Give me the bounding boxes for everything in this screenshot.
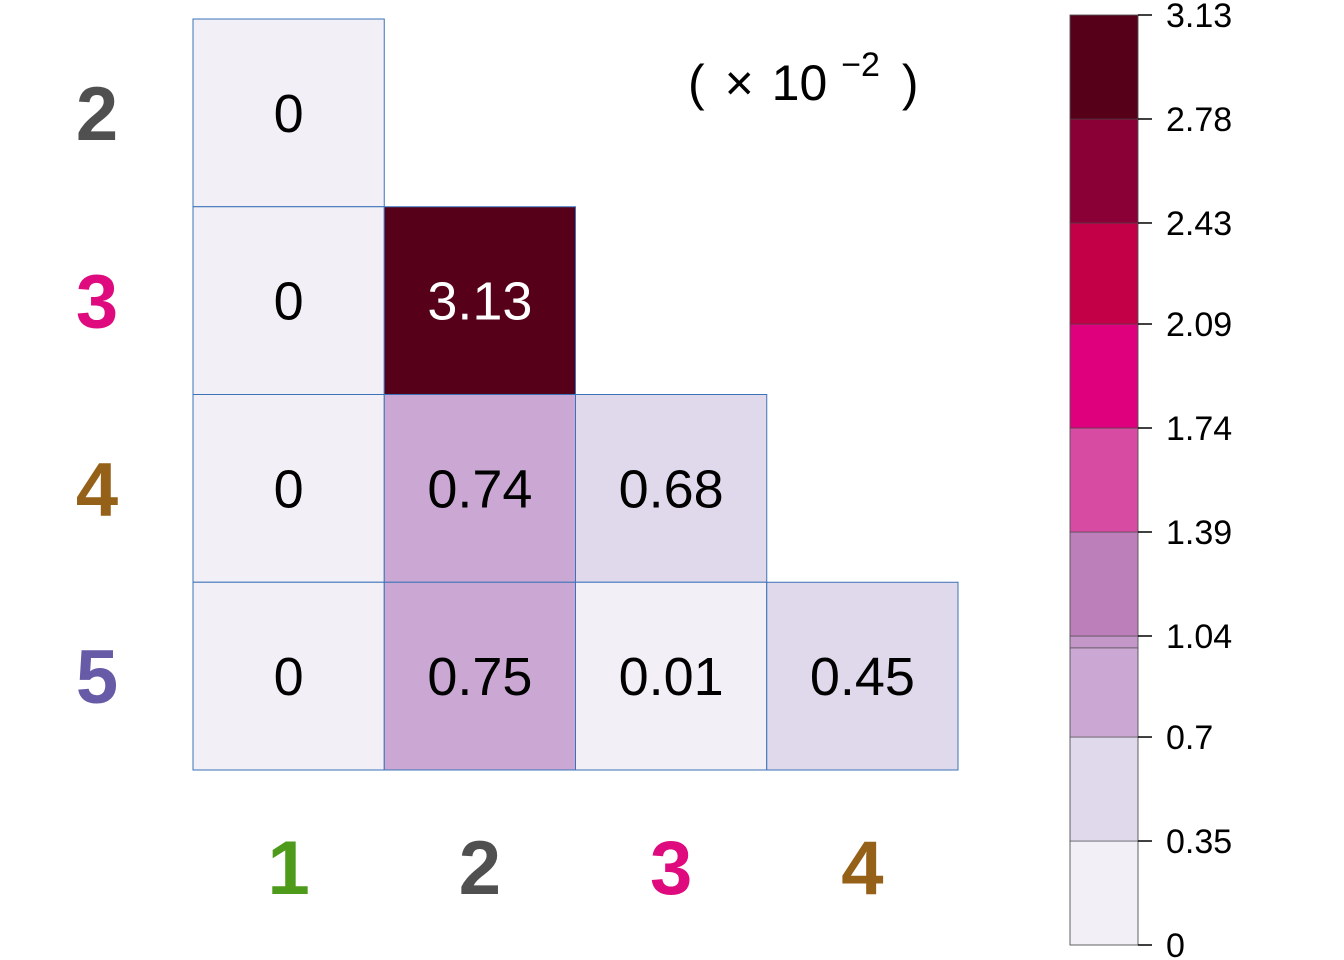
colorbar-tick-label: 2.78 <box>1166 101 1232 139</box>
scale-note-times: × <box>725 55 754 111</box>
colorbar-tick-label: 2.43 <box>1166 205 1232 243</box>
scale-note-exponent: −2 <box>841 46 880 84</box>
heatmap-cell-r2-c2 <box>575 394 768 583</box>
colorbar-tick-label: 0.7 <box>1166 719 1213 757</box>
colorbar: 0 0.35 0.7 1.04 1.39 1.74 2.09 2.43 2.78 3.13 <box>1069 0 1232 960</box>
colorbar-bin <box>1069 427 1139 533</box>
colorbar-tick-label: 0.35 <box>1166 823 1232 861</box>
heatmap-cells: 0 0 3.13 0 0.74 0.68 0 0.75 0.01 0.45 <box>192 18 959 771</box>
heatmap-cell-r3-c0 <box>192 581 385 771</box>
heatmap-cell-r3-c2 <box>575 581 768 771</box>
colorbar-bin <box>1069 323 1139 429</box>
colorbar-bin <box>1069 222 1139 325</box>
row-label-5: 5 <box>76 635 118 720</box>
colorbar-tick-label: 3.13 <box>1166 0 1232 35</box>
heatmap-cell-r1-c1 <box>383 206 576 395</box>
colorbar-bin <box>1069 531 1139 637</box>
colorbar-frame <box>1069 14 1139 946</box>
colorbar-bin <box>1069 635 1139 649</box>
cell-value-label: 0 <box>274 84 304 144</box>
heatmap-cell-r2-c1 <box>383 394 576 583</box>
column-label-1: 1 <box>267 826 309 911</box>
scale-note-close: ) <box>902 55 919 111</box>
colorbar-tick-label: 1.39 <box>1166 514 1232 552</box>
colorbar-bin <box>1069 840 1139 946</box>
heatmap-cell-r3-c3 <box>766 581 959 771</box>
heatmap-cell-r1-c0 <box>192 206 385 395</box>
column-label-4: 4 <box>841 826 883 911</box>
cell-value-label: 0 <box>274 647 304 707</box>
heatmap-cell-r2-c0 <box>192 394 385 583</box>
row-label-4: 4 <box>76 447 118 532</box>
colorbar-bin <box>1069 736 1139 842</box>
cell-value-label: 3.13 <box>427 272 532 332</box>
colorbar-tick-label: 1.04 <box>1166 618 1232 656</box>
scale-note: ( × 10 −2 ) <box>688 31 919 111</box>
cell-value-label: 0.75 <box>427 647 532 707</box>
row-label-2: 2 <box>76 72 118 157</box>
colorbar-bin <box>1069 647 1139 738</box>
row-labels: 2 3 4 5 <box>76 72 118 720</box>
scale-note-open: ( <box>688 55 705 111</box>
cell-value-label: 0 <box>274 272 304 332</box>
colorbar-bin <box>1069 14 1139 120</box>
column-labels: 1 2 3 4 <box>267 826 883 911</box>
scale-note-base: 10 <box>772 55 828 111</box>
heatmap-cell-r3-c1 <box>383 581 576 771</box>
cell-value-label: 0.45 <box>810 647 915 707</box>
colorbar-bin <box>1069 118 1139 224</box>
heatmap-cell-r0-c0 <box>192 18 385 208</box>
column-label-2: 2 <box>459 826 501 911</box>
colorbar-tick-label: 1.74 <box>1166 410 1232 448</box>
cell-value-label: 0 <box>274 459 304 519</box>
cell-value-label: 0.68 <box>619 459 724 519</box>
cell-value-label: 0.74 <box>427 459 532 519</box>
cell-value-label: 0.01 <box>619 647 724 707</box>
row-label-3: 3 <box>76 260 118 345</box>
colorbar-tick-label: 2.09 <box>1166 306 1232 344</box>
column-label-3: 3 <box>650 826 692 911</box>
colorbar-tick-label: 0 <box>1166 927 1185 960</box>
